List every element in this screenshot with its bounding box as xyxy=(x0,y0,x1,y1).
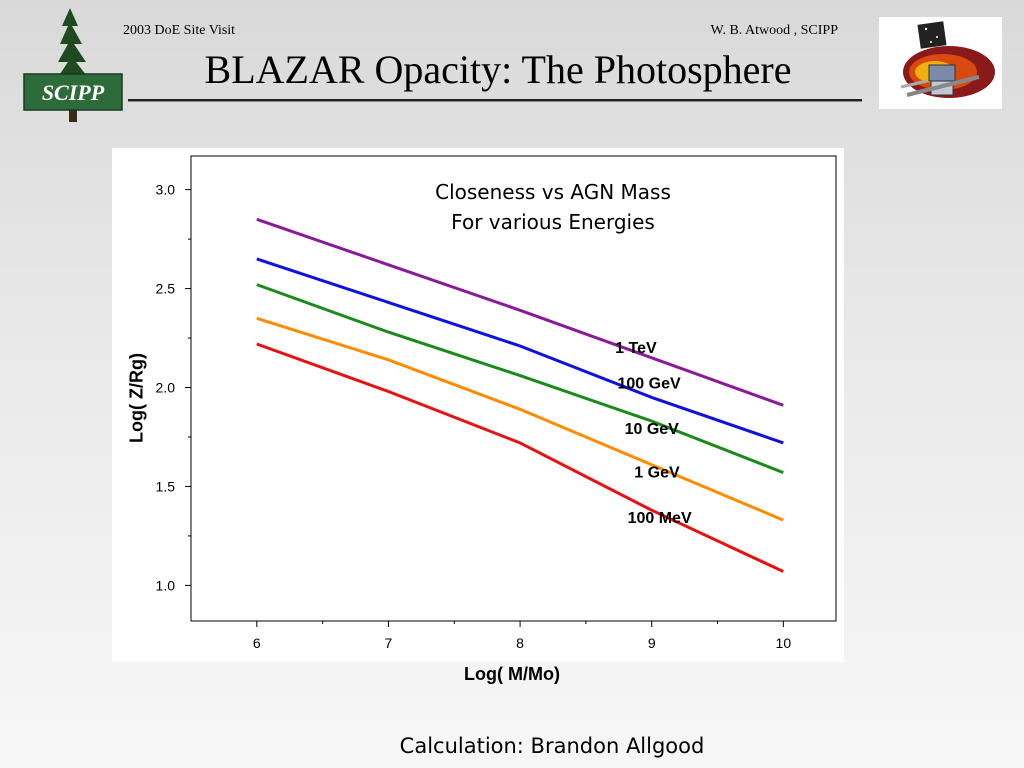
y-tick-label: 1.0 xyxy=(156,577,176,593)
series-label: 10 GeV xyxy=(625,421,680,438)
x-tick-label: 6 xyxy=(253,635,261,651)
x-axis-label: Log( M/Mo) xyxy=(464,664,560,684)
y-tick-label: 3.0 xyxy=(156,182,176,198)
series-label: 100 MeV xyxy=(628,510,692,527)
series-line xyxy=(256,342,784,573)
scipp-logo-text: SCIPP xyxy=(42,80,105,105)
y-tick-label: 2.5 xyxy=(156,281,176,297)
series-label: 1 TeV xyxy=(615,340,657,357)
x-tick-label: 9 xyxy=(648,635,656,651)
y-tick-label: 1.5 xyxy=(156,478,176,494)
x-tick-label: 7 xyxy=(385,635,393,651)
x-tick-label: 8 xyxy=(516,635,524,651)
chart-title-line: Closeness vs AGN Mass xyxy=(435,180,671,204)
plot-frame xyxy=(190,155,837,622)
series-label: 1 GeV xyxy=(634,465,680,482)
series-line xyxy=(256,283,784,474)
x-tick-label: 10 xyxy=(776,635,792,651)
series-line xyxy=(256,316,784,522)
y-tick-label: 2.0 xyxy=(156,380,176,396)
header-event-text: 2003 DoE Site Visit xyxy=(123,23,236,38)
slide-title: BLAZAR Opacity: The Photosphere xyxy=(204,47,792,92)
title-underline xyxy=(128,99,862,102)
scipp-logo: SCIPP xyxy=(23,8,123,122)
chart-plot: 6 7 8 9 10 1.0 1.5 2.0 2.5 3.0 1 TeV 100 GeV 10 GeV 1… xyxy=(156,155,837,651)
chart-title-line: For various Energies xyxy=(451,210,655,234)
series-line xyxy=(256,217,784,407)
y-axis-label: Log( Z/Rg) xyxy=(126,353,147,443)
scipp-badge xyxy=(23,73,123,111)
chart-area: 6 7 8 9 10 1.0 1.5 2.0 2.5 3.0 1 TeV 100 GeV 10 GeV 1… xyxy=(112,148,844,662)
glast-satellite-icon xyxy=(879,17,1002,109)
slide-caption: Calculation: Brandon Allgood xyxy=(399,734,705,758)
series-line xyxy=(256,257,784,445)
series-label: 100 GeV xyxy=(618,376,681,393)
header-author-text: W. B. Atwood , SCIPP xyxy=(710,23,838,38)
